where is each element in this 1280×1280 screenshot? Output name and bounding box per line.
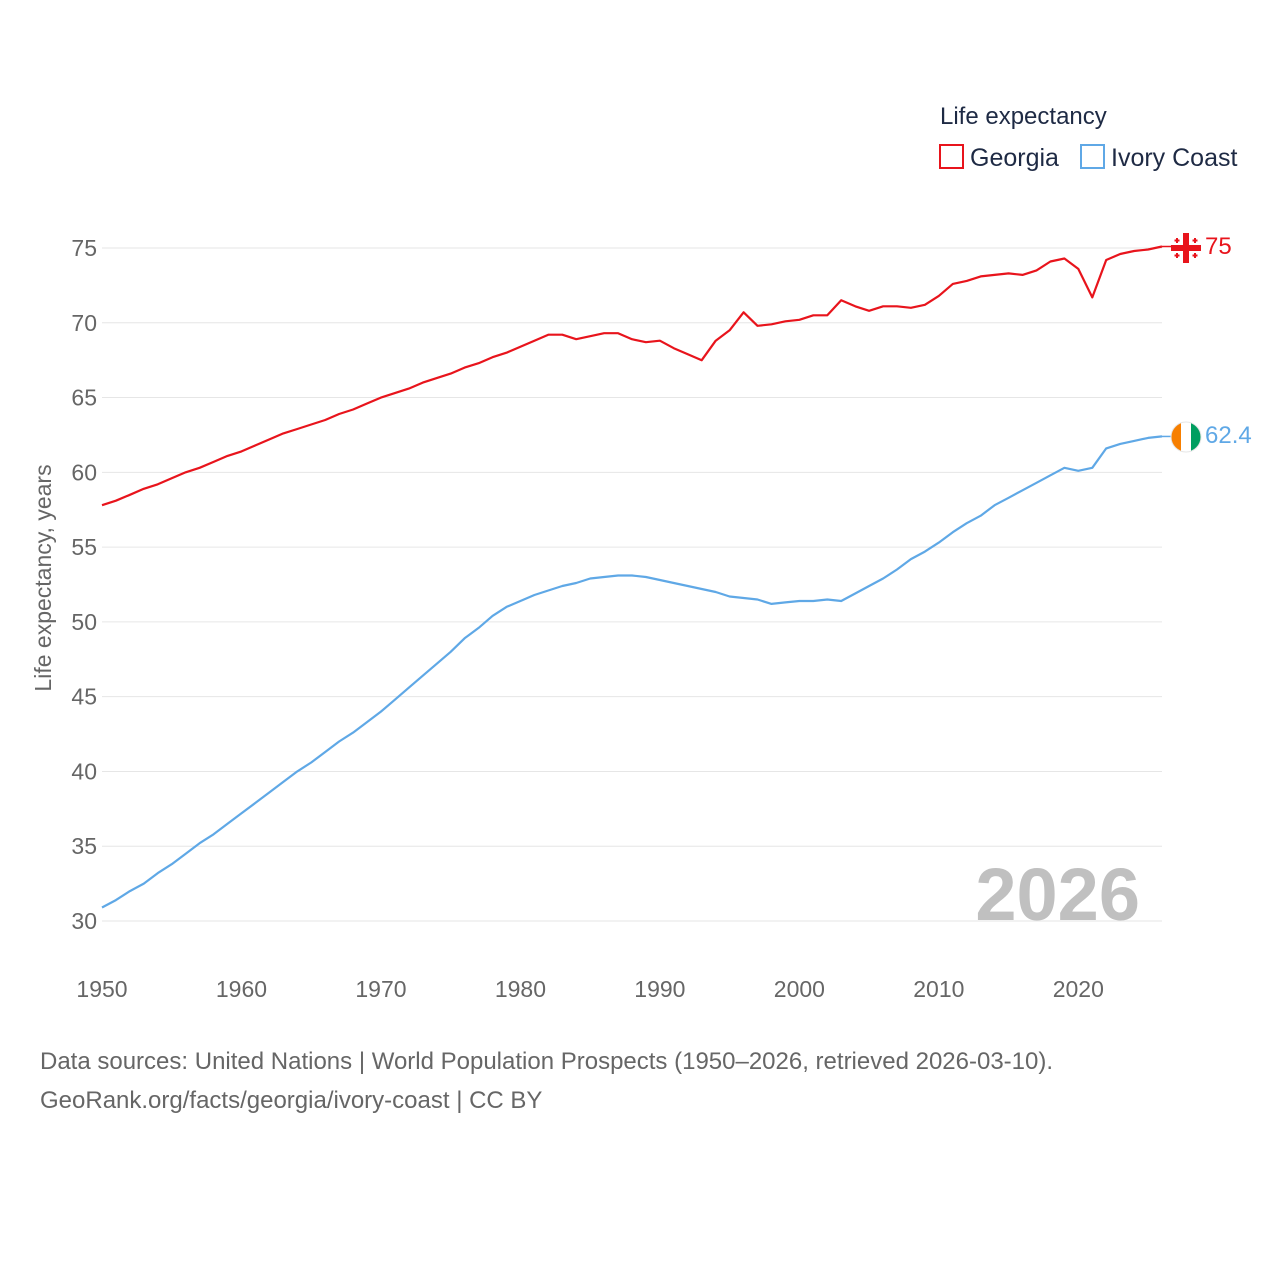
y-tick-label: 45 xyxy=(71,684,97,710)
y-tick-label: 40 xyxy=(71,758,97,784)
x-tick-label: 2010 xyxy=(913,976,964,1002)
year-watermark: 2026 xyxy=(975,853,1140,936)
grid xyxy=(102,247,1162,922)
x-tick-label: 2000 xyxy=(774,976,825,1002)
y-tick-label: 35 xyxy=(71,833,97,859)
legend-item-georgia[interactable]: Georgia xyxy=(939,144,1059,172)
legend-swatch-georgia xyxy=(939,144,964,169)
y-axis-title: Life expectancy, years xyxy=(30,464,56,691)
legend-swatch-ivory-coast xyxy=(1080,144,1105,169)
y-tick-label: 75 xyxy=(71,235,97,261)
x-tick-label: 1980 xyxy=(495,976,546,1002)
series-lines xyxy=(101,245,1171,909)
y-axis-ticks: 30 35 40 45 50 55 60 65 70 75 xyxy=(71,235,97,934)
georgia-flag-icon xyxy=(1171,233,1201,263)
x-tick-label: 1950 xyxy=(76,976,127,1002)
series-line-georgia[interactable] xyxy=(101,245,1163,507)
y-tick-label: 50 xyxy=(71,609,97,635)
x-tick-label: 1970 xyxy=(355,976,406,1002)
x-tick-label: 1960 xyxy=(216,976,267,1002)
x-tick-label: 2020 xyxy=(1053,976,1104,1002)
legend-label-ivory-coast: Ivory Coast xyxy=(1111,144,1237,172)
source-line-2: GeoRank.org/facts/georgia/ivory-coast | … xyxy=(40,1087,542,1114)
y-tick-label: 70 xyxy=(71,310,97,336)
legend-item-ivory-coast[interactable]: Ivory Coast xyxy=(1080,144,1237,172)
x-axis-ticks: 1950 1960 1970 1980 1990 2000 2010 2020 xyxy=(76,976,1103,1002)
series-line-ivory-coast[interactable] xyxy=(101,435,1163,909)
ivory-coast-flag-icon xyxy=(1170,421,1202,453)
ivory-coast-end-label: 62.4 xyxy=(1205,422,1252,449)
legend-title: Life expectancy xyxy=(940,103,1107,130)
y-tick-label: 65 xyxy=(71,385,97,411)
y-tick-label: 55 xyxy=(71,534,97,560)
georgia-end-label: 75 xyxy=(1205,233,1232,260)
y-tick-label: 30 xyxy=(71,908,97,934)
y-tick-label: 60 xyxy=(71,459,97,485)
legend-label-georgia: Georgia xyxy=(970,144,1059,172)
source-line-1: Data sources: United Nations | World Pop… xyxy=(40,1048,1053,1075)
x-tick-label: 1990 xyxy=(634,976,685,1002)
